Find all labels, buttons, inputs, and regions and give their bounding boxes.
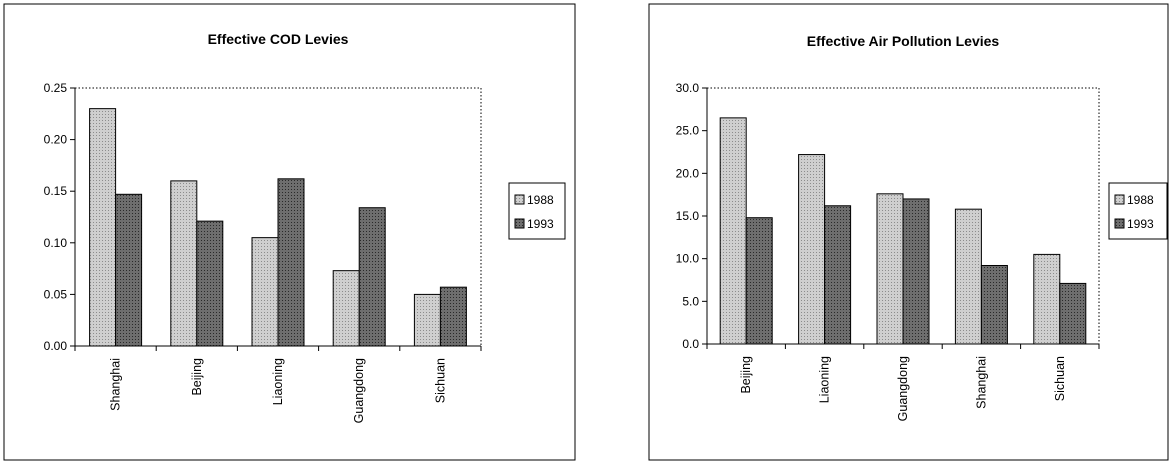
y-tick-label: 5.0 — [682, 294, 699, 308]
bar-1988-sichuan — [413, 293, 441, 347]
y-tick-label: 0.20 — [44, 133, 68, 147]
plot-area-border — [75, 87, 482, 346]
bar-1993-guangdong — [358, 207, 386, 347]
legend-label-1993: 1993 — [1127, 217, 1154, 231]
y-tick-label: 25.0 — [676, 124, 700, 138]
x-category-label: Sichuan — [1053, 356, 1067, 401]
x-category-label: Sichuan — [433, 358, 447, 403]
bar-1988-sichuan — [1033, 253, 1061, 345]
y-tick-label: 15.0 — [676, 209, 700, 223]
chart-title: Effective COD Levies — [208, 31, 349, 47]
bar-1988-liaoning — [798, 154, 826, 345]
bar-1988-beijing — [719, 117, 747, 345]
legend-swatch-1988 — [514, 194, 525, 205]
bar-1993-shanghai — [980, 264, 1008, 345]
y-tick-label: 10.0 — [676, 252, 700, 266]
legend-box — [1108, 182, 1168, 240]
x-category-label: Liaoning — [818, 356, 832, 403]
y-tick-label: 0.05 — [44, 287, 68, 301]
bar-1993-beijing — [745, 217, 773, 345]
bar-1993-beijing — [196, 220, 224, 347]
legend-label-1988: 1988 — [1127, 193, 1154, 207]
legend-swatch-1988 — [1114, 194, 1125, 205]
y-tick-label: 0.10 — [44, 236, 68, 250]
plot-area-border — [707, 87, 1100, 344]
x-category-label: Liaoning — [271, 358, 285, 405]
bar-1993-sichuan — [439, 286, 467, 347]
bar-1993-liaoning — [824, 205, 852, 345]
bar-1988-liaoning — [251, 237, 279, 347]
legend-label-1993: 1993 — [527, 217, 554, 231]
x-category-label: Beijing — [739, 356, 753, 394]
bar-1988-shanghai — [954, 208, 982, 345]
y-tick-label: 0.0 — [682, 337, 699, 351]
cod-levies-chart-panel: Effective COD Levies 0.00 0.05 0.10 0.15 0.20… — [0, 0, 585, 464]
x-category-label: Guangdong — [896, 356, 910, 421]
bar-1993-guangdong — [902, 198, 930, 345]
x-category-label: Guangdong — [352, 358, 366, 423]
bar-1988-guangdong — [332, 270, 360, 347]
bar-1988-shanghai — [89, 108, 117, 347]
y-tick-label: 0.15 — [44, 184, 68, 198]
legend-label-1988: 1988 — [527, 193, 554, 207]
x-category-label: Beijing — [190, 358, 204, 396]
y-tick-label: 20.0 — [676, 166, 700, 180]
x-category-label: Shanghai — [109, 358, 123, 411]
legend-box — [508, 182, 566, 240]
air-pollution-levies-chart: Effective Air Pollution Levies 0.0 5.0 10.0… — [648, 3, 1169, 461]
bar-1993-sichuan — [1059, 282, 1087, 345]
chart-title: Effective Air Pollution Levies — [807, 33, 1000, 49]
y-tick-label: 0.00 — [44, 339, 68, 353]
legend-swatch-1993 — [514, 218, 525, 229]
legend-swatch-1993 — [1114, 218, 1125, 229]
x-category-label: Shanghai — [974, 356, 988, 409]
bar-1988-beijing — [170, 180, 198, 347]
y-tick-label: 0.25 — [44, 81, 68, 95]
air-pollution-levies-chart-panel: Effective Air Pollution Levies 0.0 5.0 10.0… — [645, 0, 1172, 464]
bar-1993-shanghai — [115, 193, 143, 347]
y-tick-label: 30.0 — [676, 81, 700, 95]
bar-1988-guangdong — [876, 193, 904, 345]
cod-levies-chart: Effective COD Levies 0.00 0.05 0.10 0.15 0.20… — [3, 3, 576, 461]
bar-1993-liaoning — [277, 178, 305, 347]
